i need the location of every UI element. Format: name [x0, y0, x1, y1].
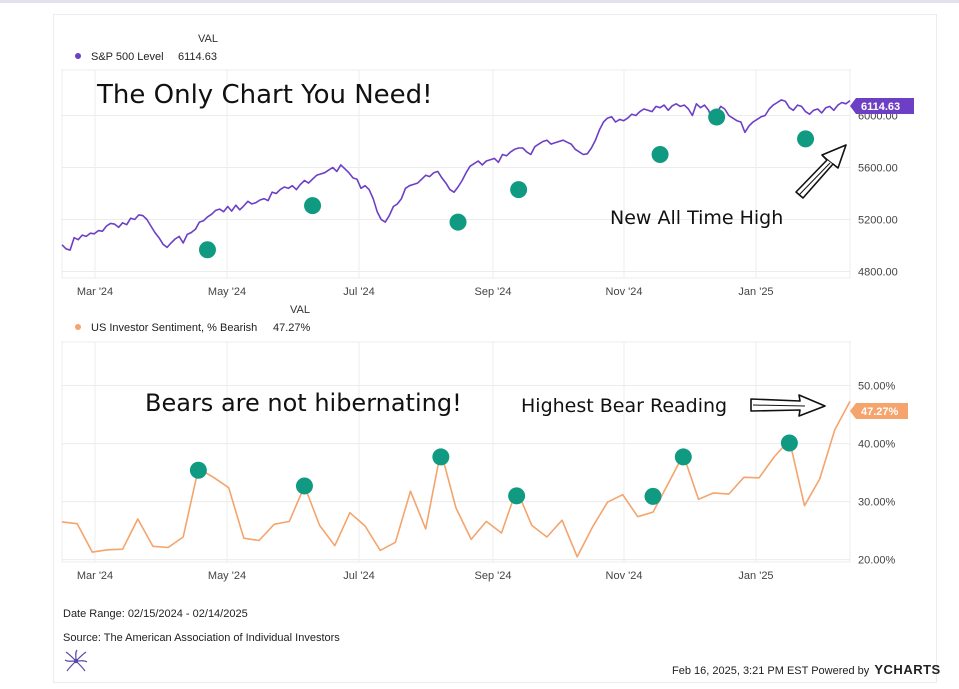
x-tick-label: Jul '24	[343, 570, 374, 582]
legend-dot-bearish	[75, 324, 81, 330]
plot-area-top	[61, 69, 851, 279]
chart-card	[53, 14, 937, 683]
highlight-marker	[651, 146, 669, 163]
annotation-ath: New All Time High	[610, 207, 783, 229]
source-note: Source: The American Association of Indi…	[63, 632, 340, 644]
y-tick-label: 5600.00	[858, 163, 898, 175]
highlight-marker	[780, 434, 798, 452]
arrow-right-icon	[750, 394, 826, 417]
x-tick-label: Jan '25	[738, 570, 773, 582]
legend-dot-sp500	[75, 53, 81, 59]
chart-title-bottom: Bears are not hibernating!	[145, 389, 462, 417]
x-tick-label: May '24	[208, 286, 246, 298]
highlight-marker	[674, 448, 692, 466]
date-range: Date Range: 02/15/2024 - 02/14/2025	[63, 608, 248, 620]
series-line-bottom	[61, 401, 851, 558]
legend-header-bottom: VAL	[290, 304, 310, 316]
x-tick-label: May '24	[208, 570, 246, 582]
highlight-marker	[510, 181, 528, 199]
last-value-tag-sp500: 6114.63	[850, 98, 914, 114]
annotation-highest-bear: Highest Bear Reading	[521, 395, 727, 417]
logo-icon	[64, 649, 88, 672]
highlight-marker	[295, 477, 313, 495]
x-tick-label: Sep '24	[475, 570, 512, 582]
highlight-marker	[708, 108, 726, 126]
chart-title-top: The Only Chart You Need!	[96, 80, 433, 110]
legend-name-bearish: US Investor Sentiment, % Bearish	[91, 322, 257, 334]
highlight-marker	[508, 487, 526, 505]
y-tick-label: 40.00%	[858, 439, 896, 451]
arrow-up-right-icon	[795, 144, 847, 199]
x-tick-label: Nov '24	[606, 570, 643, 582]
highlight-marker	[644, 487, 662, 505]
svg-text:47.27%: 47.27%	[861, 406, 899, 418]
highlight-marker	[432, 448, 450, 466]
last-value-tag-bearish: 47.27%	[850, 403, 908, 419]
y-tick-label: 20.00%	[858, 555, 896, 567]
timestamp: Feb 16, 2025, 3:21 PM EST Powered by YCH…	[672, 662, 941, 677]
x-tick-label: Jan '25	[738, 286, 773, 298]
x-tick-label: Mar '24	[77, 286, 113, 298]
highlight-marker	[304, 197, 322, 215]
legend-name-sp500: S&P 500 Level	[91, 51, 164, 63]
y-tick-label: 50.00%	[858, 381, 896, 393]
highlight-marker	[797, 130, 815, 148]
x-tick-label: Nov '24	[606, 286, 643, 298]
x-tick-label: Mar '24	[77, 570, 113, 582]
svg-text:6114.63: 6114.63	[861, 101, 900, 113]
y-tick-label: 5200.00	[858, 215, 898, 227]
highlight-marker	[449, 213, 467, 231]
legend-value-sp500: 6114.63	[178, 51, 217, 63]
x-tick-label: Jul '24	[343, 286, 374, 298]
plot-area-bottom	[61, 341, 851, 563]
ycharts-logo: YCHARTS	[874, 662, 941, 677]
legend-value-bearish: 47.27%	[273, 322, 311, 334]
x-tick-label: Sep '24	[475, 286, 512, 298]
legend-header-top: VAL	[198, 33, 218, 45]
highlight-marker	[198, 241, 216, 259]
y-tick-label: 4800.00	[858, 267, 898, 279]
top-border	[0, 0, 959, 3]
highlight-marker	[189, 461, 207, 479]
y-tick-label: 30.00%	[858, 497, 896, 509]
